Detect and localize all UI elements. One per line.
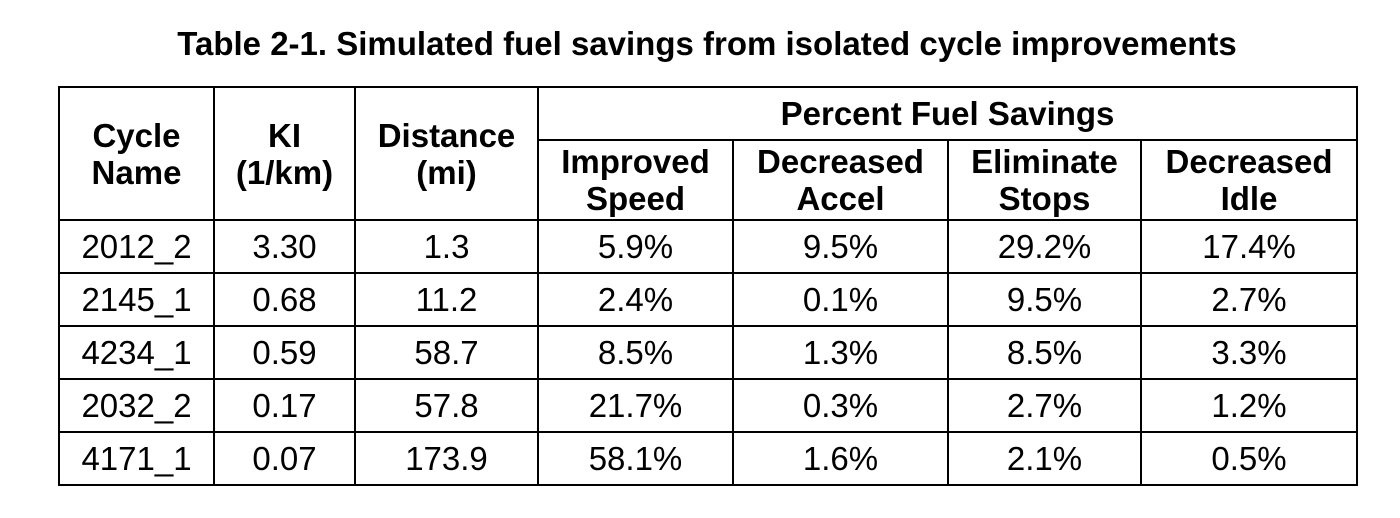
cell-improved-speed: 8.5% [537, 325, 734, 380]
cell-eliminate-stops: 2.7% [947, 378, 1142, 433]
header-line: (mi) [416, 153, 477, 191]
cell-decreased-idle: 2.7% [1139, 272, 1359, 327]
cell-decreased-accel: 9.5% [732, 219, 949, 274]
header-line: Decreased [757, 143, 924, 180]
cell-improved-speed: 21.7% [537, 378, 734, 433]
header-decreased-accel: Decreased Accel [732, 139, 949, 221]
cell-distance: 11.2 [354, 272, 539, 327]
table-row: 4171_1 0.07 173.9 58.1% 1.6% 2.1% 0.5% [58, 431, 1359, 486]
header-line: Eliminate [971, 143, 1118, 180]
header-line: Idle [1220, 180, 1278, 217]
table-caption: Table 2-1. Simulated fuel savings from i… [177, 25, 1237, 62]
cell-distance: 58.7 [354, 325, 539, 380]
cell-decreased-idle: 17.4% [1139, 219, 1359, 274]
table-header: Cycle Name KI (1/km) Distance (mi) Perce… [58, 86, 1359, 221]
cell-decreased-idle: 0.5% [1139, 431, 1359, 486]
header-line: Improved [561, 143, 710, 180]
table-row: 2032_2 0.17 57.8 21.7% 0.3% 2.7% 1.2% [58, 378, 1359, 433]
cell-ki: 0.17 [213, 378, 356, 433]
cell-improved-speed: 2.4% [537, 272, 734, 327]
header-line: Distance [377, 116, 516, 154]
cell-ki: 0.07 [213, 431, 356, 486]
header-line: Name [91, 153, 182, 191]
cell-distance: 1.3 [354, 219, 539, 274]
header-percent-fuel-savings: Percent Fuel Savings [536, 86, 1359, 141]
header-line: Speed [585, 180, 686, 217]
header-eliminate-stops: Eliminate Stops [947, 139, 1142, 221]
cell-cycle-name: 2032_2 [58, 378, 215, 433]
table-body: 2012_2 3.30 1.3 5.9% 9.5% 29.2% 17.4% 21… [58, 219, 1359, 486]
header-row-top: Cycle Name KI (1/km) Distance (mi) Perce… [58, 86, 1359, 221]
table-row: 2145_1 0.68 11.2 2.4% 0.1% 9.5% 2.7% [58, 272, 1359, 327]
header-distance: Distance (mi) [354, 86, 539, 221]
cell-cycle-name: 4171_1 [58, 431, 215, 486]
cell-eliminate-stops: 29.2% [947, 219, 1142, 274]
cell-ki: 3.30 [213, 219, 356, 274]
cell-decreased-idle: 1.2% [1139, 378, 1359, 433]
cell-decreased-accel: 1.3% [732, 325, 949, 380]
header-line: Cycle [92, 116, 181, 154]
header-ki: KI (1/km) [213, 86, 356, 221]
table-row: 2012_2 3.30 1.3 5.9% 9.5% 29.2% 17.4% [58, 219, 1359, 274]
cell-decreased-accel: 0.1% [732, 272, 949, 327]
table-row: 4234_1 0.59 58.7 8.5% 1.3% 8.5% 3.3% [58, 325, 1359, 380]
cell-decreased-accel: 0.3% [732, 378, 949, 433]
cell-decreased-idle: 3.3% [1139, 325, 1359, 380]
cell-cycle-name: 2145_1 [58, 272, 215, 327]
cell-eliminate-stops: 8.5% [947, 325, 1142, 380]
cell-eliminate-stops: 9.5% [947, 272, 1142, 327]
header-cycle-name: Cycle Name [58, 86, 215, 221]
cell-distance: 173.9 [354, 431, 539, 486]
header-line: Accel [796, 180, 885, 217]
cell-distance: 57.8 [354, 378, 539, 433]
header-line: (1/km) [235, 153, 334, 191]
header-line: KI [268, 116, 301, 154]
header-line: Decreased [1165, 143, 1333, 180]
header-line: Stops [998, 180, 1091, 217]
cell-ki: 0.68 [213, 272, 356, 327]
cell-improved-speed: 58.1% [537, 431, 734, 486]
fuel-savings-table: Cycle Name KI (1/km) Distance (mi) Perce… [58, 86, 1359, 486]
cell-ki: 0.59 [213, 325, 356, 380]
header-decreased-idle: Decreased Idle [1139, 139, 1359, 221]
header-improved-speed: Improved Speed [537, 139, 734, 221]
cell-eliminate-stops: 2.1% [947, 431, 1142, 486]
header-row-bottom: Improved Speed Decreased Accel Eliminate… [59, 139, 1359, 221]
cell-cycle-name: 4234_1 [58, 325, 215, 380]
cell-decreased-accel: 1.6% [732, 431, 949, 486]
cell-improved-speed: 5.9% [537, 219, 734, 274]
cell-cycle-name: 2012_2 [58, 219, 215, 274]
